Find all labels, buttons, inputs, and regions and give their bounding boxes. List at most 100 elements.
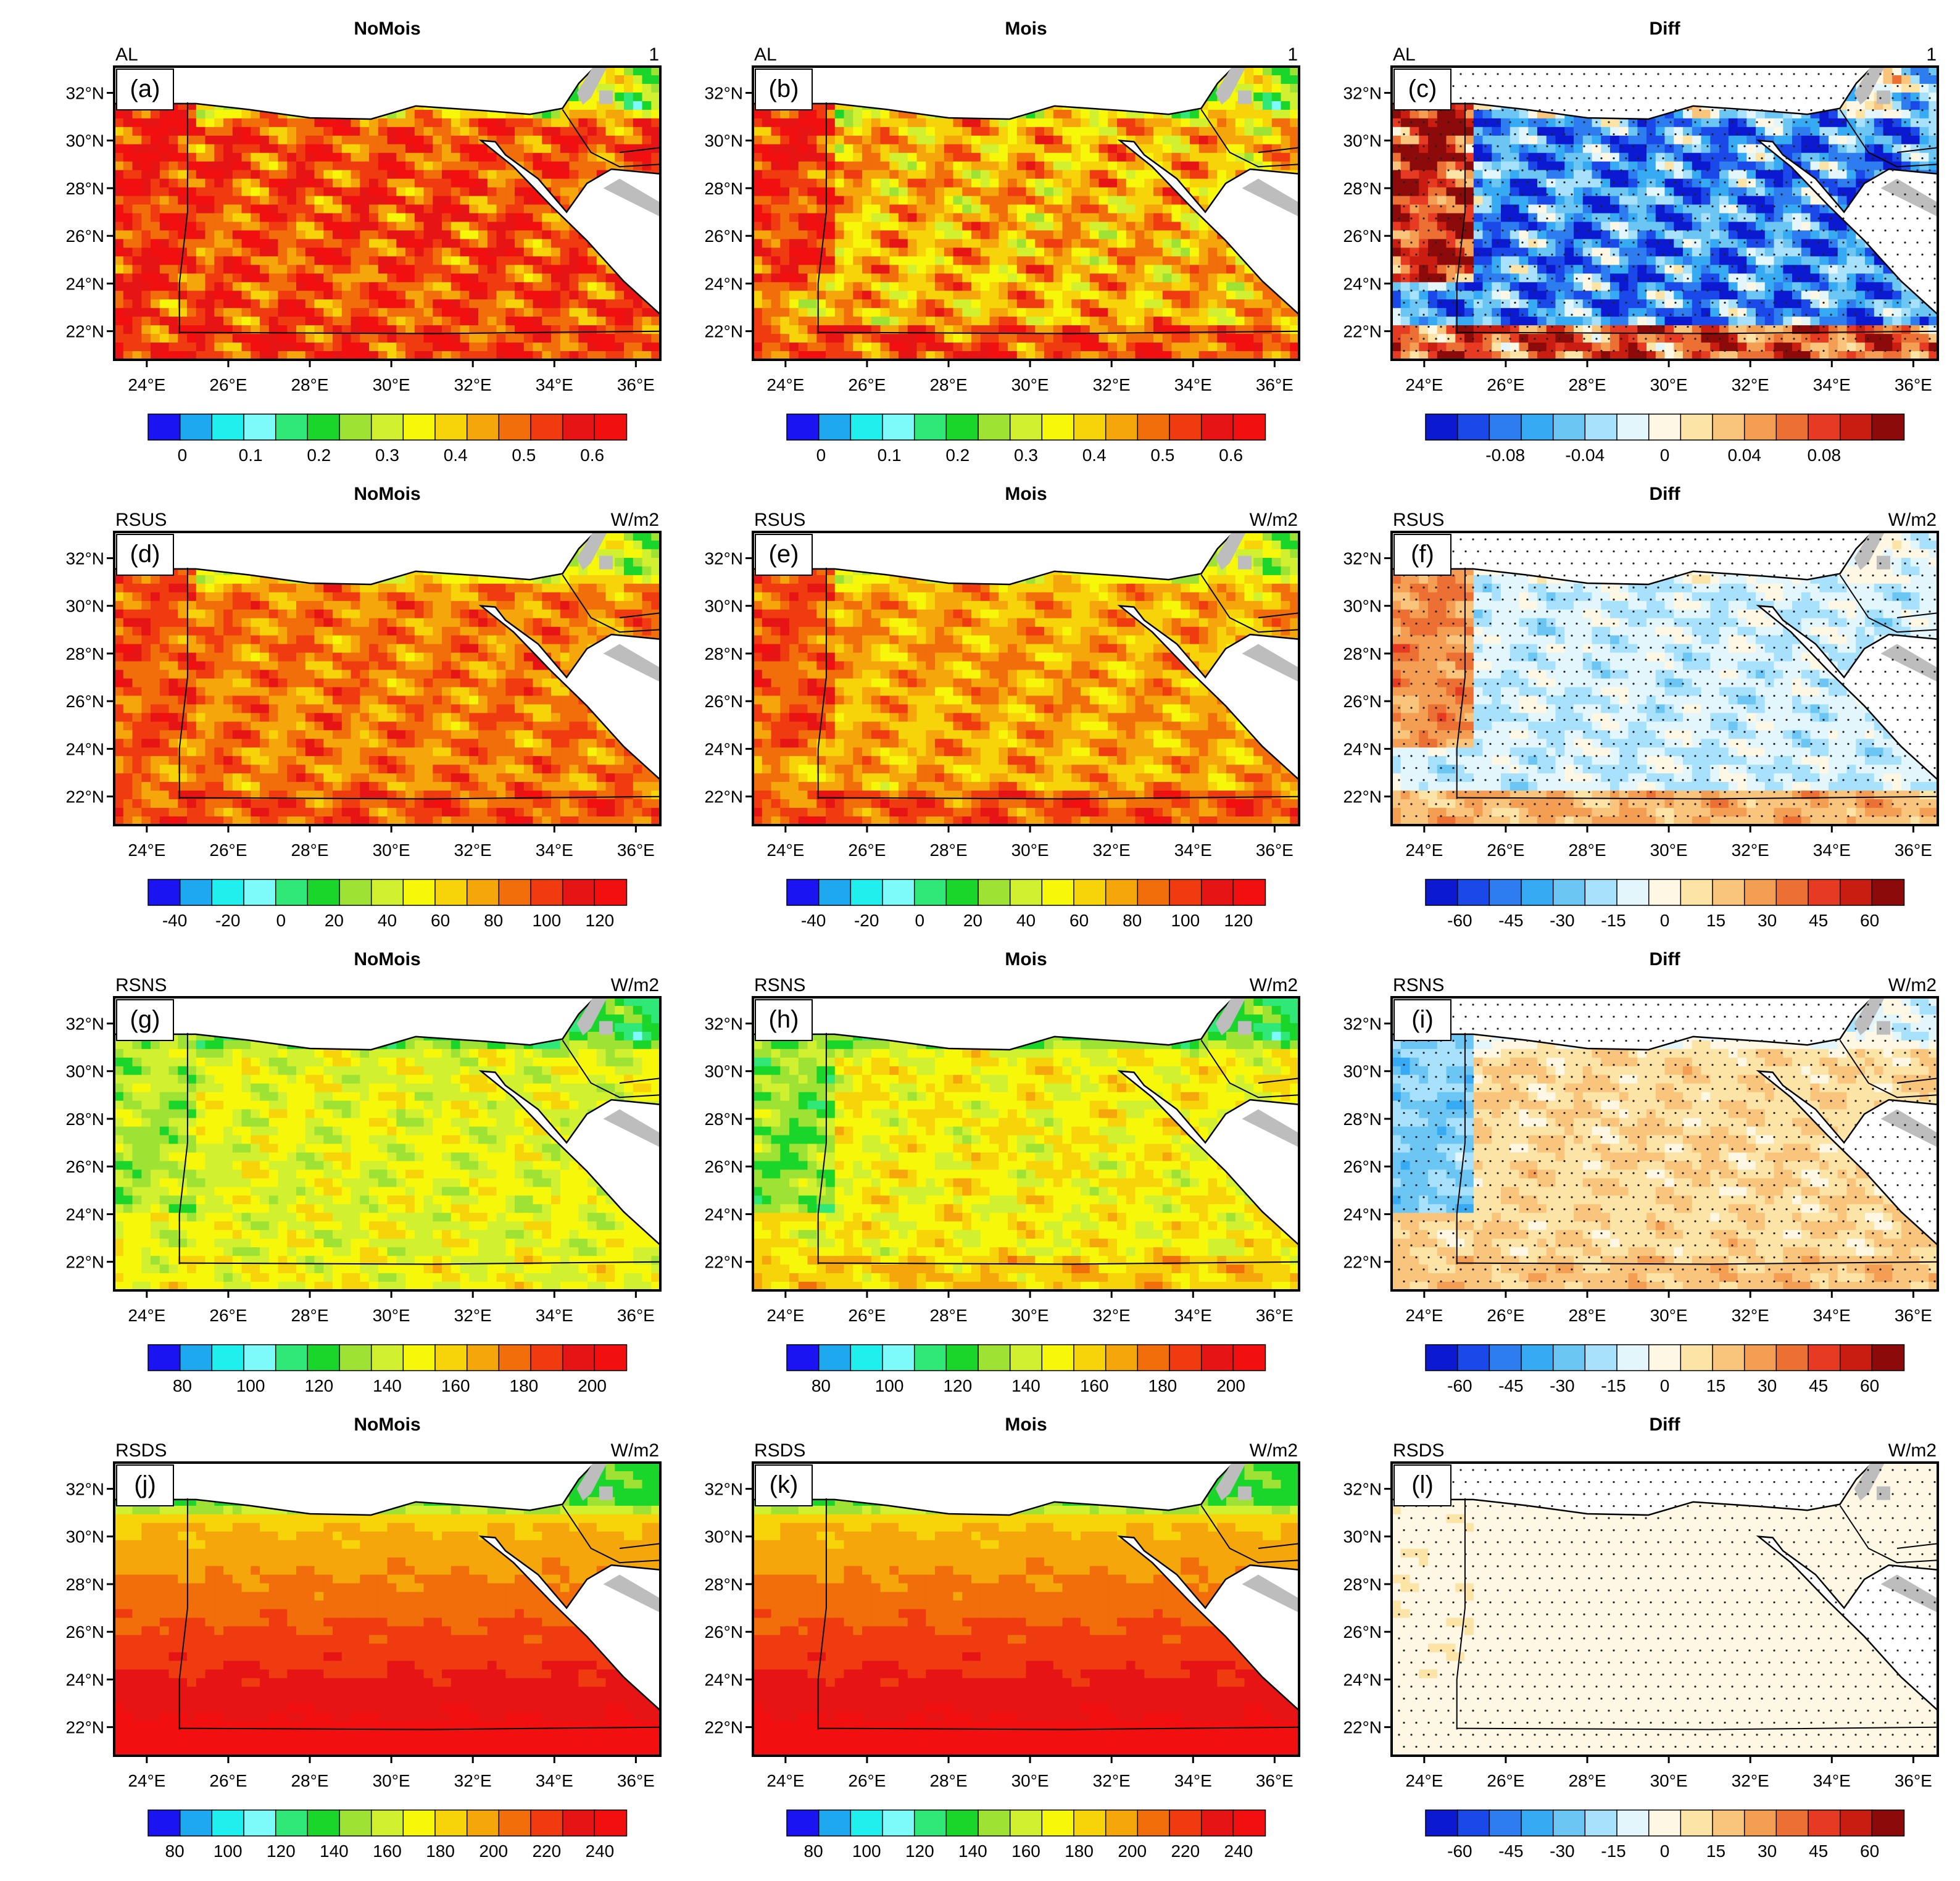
- heat-cell: [451, 256, 461, 265]
- heat-cell: [1153, 187, 1163, 197]
- heat-cell: [1053, 127, 1063, 136]
- heat-cell: [899, 351, 908, 360]
- heat-cell: [816, 152, 826, 162]
- heat-cell: [1190, 230, 1200, 239]
- heat-cell: [999, 118, 1008, 128]
- heat-cell: [1792, 135, 1802, 145]
- heat-cell: [1181, 256, 1190, 265]
- heat-cell: [962, 118, 972, 128]
- heat-cell: [341, 308, 352, 317]
- heat-cell: [1856, 161, 1866, 171]
- heat-cell: [287, 187, 297, 197]
- heat-cell: [114, 135, 124, 145]
- heat-cell: [333, 222, 343, 231]
- heat-cell: [278, 308, 288, 317]
- heat-cell: [123, 204, 133, 214]
- heat-cell: [834, 187, 845, 197]
- heat-cell: [360, 343, 370, 352]
- heat-cell: [1081, 230, 1090, 239]
- heat-cell: [816, 213, 826, 223]
- heat-cell: [871, 170, 881, 180]
- heat-cell: [560, 196, 570, 206]
- heat-cell: [442, 334, 452, 343]
- heat-cell: [926, 317, 936, 326]
- heat-cell: [205, 187, 215, 197]
- heat-cell: [1053, 239, 1063, 248]
- heat-cell: [1026, 325, 1036, 334]
- heat-cell: [1601, 118, 1611, 128]
- heat-cell: [523, 204, 534, 214]
- heat-cell: [278, 127, 288, 136]
- colorbar-tick-label: 0.4: [1082, 446, 1107, 465]
- heat-cell: [999, 135, 1008, 145]
- heat-cell: [762, 196, 772, 206]
- heat-cell: [451, 178, 461, 188]
- heat-cell: [196, 213, 206, 223]
- heat-cell: [442, 152, 452, 162]
- heat-cell: [187, 196, 197, 206]
- heat-cell: [168, 230, 178, 239]
- heat-cell: [862, 127, 872, 136]
- heat-cell: [916, 299, 926, 309]
- heat-cell: [926, 204, 936, 214]
- heat-cell: [633, 75, 643, 85]
- heat-cell: [935, 351, 945, 360]
- heat-cell: [1098, 325, 1108, 334]
- heat-cell: [1026, 213, 1036, 223]
- heat-cell: [826, 118, 836, 128]
- heat-cell: [1117, 239, 1127, 248]
- heat-cell: [496, 178, 506, 188]
- heat-cell: [1263, 334, 1273, 343]
- heat-cell: [360, 204, 370, 214]
- heat-cell: [798, 109, 808, 119]
- heat-cell: [1126, 196, 1136, 206]
- heat-cell: [789, 256, 799, 265]
- heat-cell: [178, 196, 188, 206]
- heat-cell: [196, 317, 206, 326]
- heat-cell: [1528, 152, 1538, 162]
- heat-cell: [1016, 256, 1027, 265]
- heat-cell: [114, 196, 124, 206]
- heat-cell: [223, 291, 233, 300]
- heat-cell: [1271, 101, 1282, 110]
- heat-cell: [753, 135, 763, 145]
- heat-cell: [753, 187, 763, 197]
- lat-tick-label: 30°N: [704, 131, 743, 151]
- heat-cell: [523, 213, 534, 223]
- heat-cell: [1053, 282, 1063, 291]
- heat-cell: [569, 282, 579, 291]
- heat-cell: [1081, 213, 1090, 223]
- heat-cell: [907, 282, 918, 291]
- heat-cell: [1290, 75, 1299, 85]
- heat-cell: [1153, 299, 1163, 309]
- heat-cell: [314, 222, 324, 231]
- heat-cell: [1719, 118, 1729, 128]
- heat-cell: [853, 178, 863, 188]
- heat-cell: [178, 170, 188, 180]
- heat-cell: [862, 118, 872, 128]
- heat-cell: [151, 265, 160, 274]
- heat-cell: [287, 299, 297, 309]
- heat-cell: [168, 118, 178, 128]
- heat-cell: [916, 230, 926, 239]
- heat-cell: [1528, 127, 1538, 136]
- heat-cell: [578, 325, 588, 334]
- heat-cell: [1098, 256, 1108, 265]
- heat-cell: [241, 308, 251, 317]
- heat-cell: [807, 265, 817, 274]
- heat-cell: [907, 291, 918, 300]
- heat-cell: [251, 170, 260, 180]
- heat-cell: [1081, 161, 1090, 171]
- heat-cell: [433, 247, 442, 257]
- heat-cell: [141, 170, 151, 180]
- heat-cell: [578, 152, 588, 162]
- heat-cell: [414, 291, 425, 300]
- heat-cell: [916, 161, 926, 171]
- heat-cell: [351, 127, 360, 136]
- heat-cell: [268, 135, 279, 145]
- heat-cell: [114, 308, 124, 317]
- heat-cell: [151, 343, 160, 352]
- heat-cell: [369, 351, 379, 360]
- heat-cell: [1564, 118, 1574, 128]
- heat-cell: [753, 196, 763, 206]
